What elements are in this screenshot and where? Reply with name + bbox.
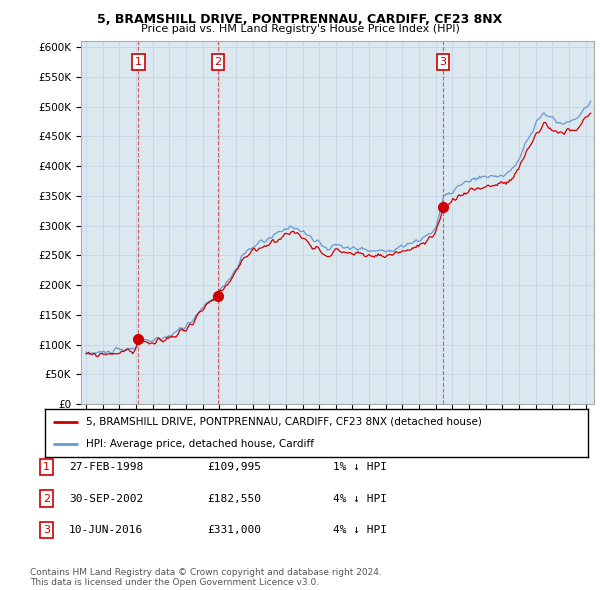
Text: 3: 3 — [43, 525, 50, 535]
Text: 4% ↓ HPI: 4% ↓ HPI — [333, 494, 387, 503]
Text: 5, BRAMSHILL DRIVE, PONTPRENNAU, CARDIFF, CF23 8NX: 5, BRAMSHILL DRIVE, PONTPRENNAU, CARDIFF… — [97, 13, 503, 26]
Text: 5, BRAMSHILL DRIVE, PONTPRENNAU, CARDIFF, CF23 8NX (detached house): 5, BRAMSHILL DRIVE, PONTPRENNAU, CARDIFF… — [86, 417, 482, 427]
Text: HPI: Average price, detached house, Cardiff: HPI: Average price, detached house, Card… — [86, 439, 314, 449]
Text: £182,550: £182,550 — [207, 494, 261, 503]
Text: Price paid vs. HM Land Registry's House Price Index (HPI): Price paid vs. HM Land Registry's House … — [140, 24, 460, 34]
Text: 1: 1 — [135, 57, 142, 67]
Text: 1% ↓ HPI: 1% ↓ HPI — [333, 463, 387, 472]
Text: 10-JUN-2016: 10-JUN-2016 — [69, 525, 143, 535]
Text: 3: 3 — [440, 57, 446, 67]
Text: 27-FEB-1998: 27-FEB-1998 — [69, 463, 143, 472]
Text: 4% ↓ HPI: 4% ↓ HPI — [333, 525, 387, 535]
Text: Contains HM Land Registry data © Crown copyright and database right 2024.
This d: Contains HM Land Registry data © Crown c… — [30, 568, 382, 587]
Text: £109,995: £109,995 — [207, 463, 261, 472]
Text: £331,000: £331,000 — [207, 525, 261, 535]
Text: 30-SEP-2002: 30-SEP-2002 — [69, 494, 143, 503]
Text: 2: 2 — [43, 494, 50, 503]
Text: 2: 2 — [214, 57, 221, 67]
Text: 1: 1 — [43, 463, 50, 472]
